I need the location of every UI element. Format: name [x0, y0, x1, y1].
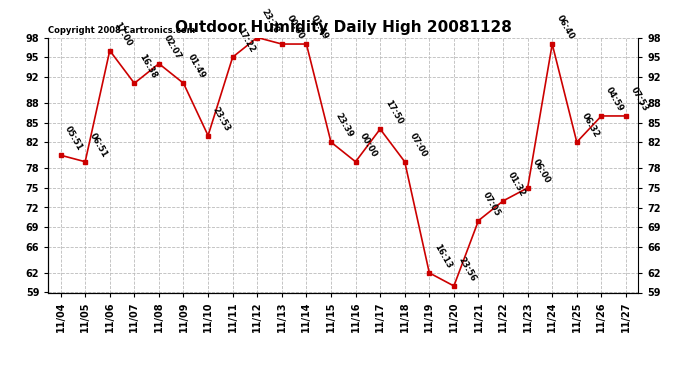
Text: 23:28: 23:28: [260, 7, 281, 35]
Text: 17:50: 17:50: [383, 99, 404, 126]
Text: 05:51: 05:51: [63, 125, 85, 152]
Text: 00:00: 00:00: [284, 14, 306, 41]
Text: 06:32: 06:32: [580, 112, 601, 140]
Text: 23:56: 23:56: [457, 255, 478, 283]
Text: 01:32: 01:32: [506, 171, 527, 198]
Text: 17:22: 17:22: [235, 27, 257, 54]
Text: Copyright 2008 Cartronics.com: Copyright 2008 Cartronics.com: [48, 26, 195, 35]
Text: 23:39: 23:39: [334, 112, 355, 140]
Text: 01:49: 01:49: [309, 14, 331, 41]
Text: 02:07: 02:07: [161, 33, 183, 61]
Text: 07:00: 07:00: [408, 132, 428, 159]
Text: 16:38: 16:38: [137, 53, 158, 81]
Text: 00:00: 00:00: [358, 132, 380, 159]
Text: 07:53: 07:53: [629, 86, 650, 113]
Text: 06:00: 06:00: [531, 158, 551, 185]
Text: 01:49: 01:49: [186, 53, 208, 81]
Text: 23:53: 23:53: [211, 105, 232, 133]
Text: 17:00: 17:00: [112, 20, 134, 48]
Text: 06:40: 06:40: [555, 14, 576, 41]
Text: 04:59: 04:59: [604, 86, 625, 113]
Title: Outdoor Humidity Daily High 20081128: Outdoor Humidity Daily High 20081128: [175, 20, 512, 35]
Text: 07:05: 07:05: [481, 190, 502, 218]
Text: 06:51: 06:51: [88, 131, 109, 159]
Text: 16:13: 16:13: [432, 243, 453, 270]
